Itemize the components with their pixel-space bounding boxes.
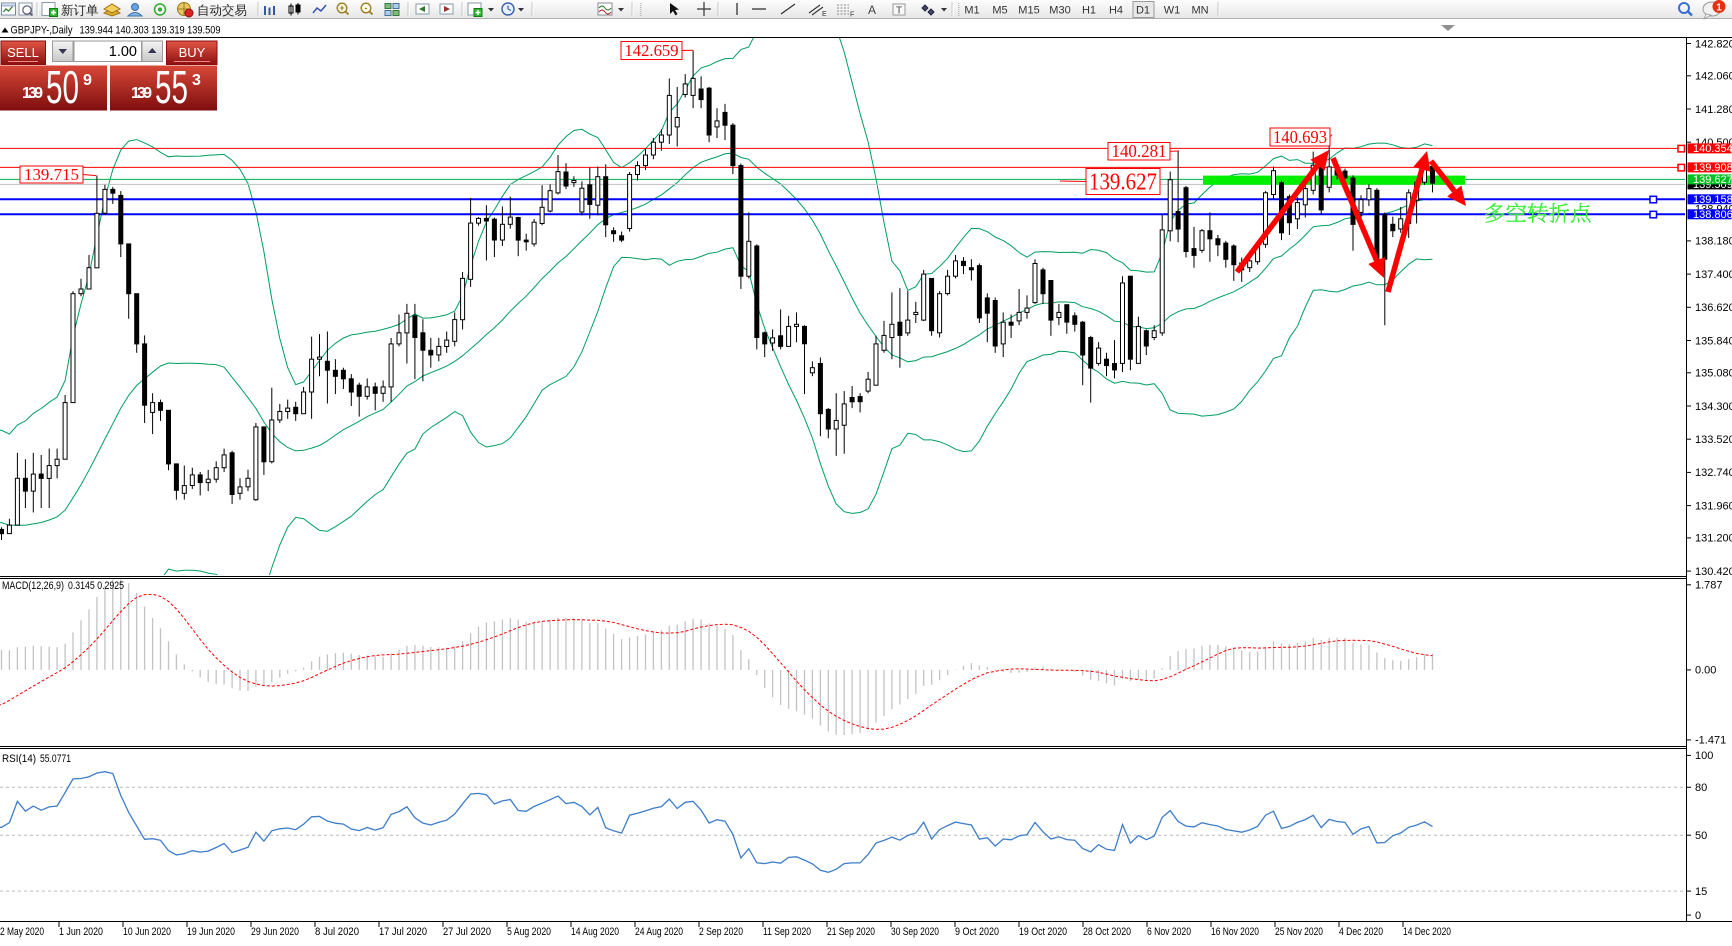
- svg-text:0.00: 0.00: [1695, 665, 1716, 677]
- svg-text:130.420: 130.420: [1695, 566, 1732, 578]
- svg-text:136.620: 136.620: [1695, 302, 1732, 314]
- svg-text:19 Jun 2020: 19 Jun 2020: [187, 926, 235, 938]
- svg-text:142.060: 142.060: [1695, 71, 1732, 83]
- svg-text:28 Oct 2020: 28 Oct 2020: [1083, 926, 1131, 938]
- svg-text:0.3145 0.2925: 0.3145 0.2925: [68, 580, 124, 592]
- svg-text:140.354: 140.354: [1693, 143, 1732, 155]
- svg-text:E: E: [822, 11, 827, 18]
- svg-text:W1: W1: [1164, 5, 1181, 17]
- svg-text:10 Jun 2020: 10 Jun 2020: [123, 926, 171, 938]
- svg-text:H4: H4: [1109, 5, 1123, 17]
- svg-text:2 Sep 2020: 2 Sep 2020: [699, 926, 743, 938]
- svg-text:MN: MN: [1191, 5, 1208, 17]
- svg-text:24 Aug 2020: 24 Aug 2020: [635, 926, 683, 938]
- svg-text:15: 15: [1695, 886, 1707, 898]
- svg-text:8 Jul 2020: 8 Jul 2020: [315, 926, 359, 938]
- svg-text:19 Oct 2020: 19 Oct 2020: [1019, 926, 1067, 938]
- svg-text:131.960: 131.960: [1695, 500, 1732, 512]
- svg-text:27 Jul 2020: 27 Jul 2020: [443, 926, 491, 938]
- svg-text:2 May 2020: 2 May 2020: [0, 926, 44, 938]
- svg-text:4 Dec 2020: 4 Dec 2020: [1339, 926, 1383, 938]
- svg-text:A: A: [868, 3, 876, 17]
- svg-text:139.715: 139.715: [24, 165, 79, 184]
- svg-text:M5: M5: [992, 5, 1007, 17]
- svg-text:50: 50: [46, 61, 79, 113]
- svg-text:T: T: [896, 6, 902, 17]
- svg-text:30 Sep 2020: 30 Sep 2020: [891, 926, 939, 938]
- svg-text:132.740: 132.740: [1695, 467, 1732, 479]
- svg-text:+: +: [339, 3, 344, 13]
- svg-text:139: 139: [22, 85, 43, 102]
- svg-text:142.820: 142.820: [1695, 38, 1732, 50]
- svg-text:M1: M1: [964, 5, 979, 17]
- svg-text:140.281: 140.281: [1112, 141, 1167, 161]
- svg-text:H1: H1: [1082, 5, 1096, 17]
- svg-text:M15: M15: [1018, 5, 1039, 17]
- svg-text:-: -: [365, 3, 368, 13]
- svg-text:138.806: 138.806: [1693, 209, 1732, 221]
- svg-text:140.693: 140.693: [1273, 127, 1327, 147]
- svg-text:138.180: 138.180: [1695, 236, 1732, 248]
- svg-text:SELL: SELL: [7, 45, 39, 60]
- svg-text:55.0771: 55.0771: [40, 753, 71, 765]
- svg-text:135.080: 135.080: [1695, 368, 1732, 380]
- svg-text:139.908: 139.908: [1693, 162, 1732, 174]
- svg-text:139.627: 139.627: [1693, 174, 1732, 186]
- svg-text:0: 0: [1695, 910, 1701, 922]
- svg-text:3: 3: [192, 72, 201, 89]
- svg-text:29 Jun 2020: 29 Jun 2020: [251, 926, 299, 938]
- svg-text:1 Jun 2020: 1 Jun 2020: [59, 926, 103, 938]
- svg-text:11 Sep 2020: 11 Sep 2020: [763, 926, 811, 938]
- svg-text:-1.471: -1.471: [1695, 735, 1726, 747]
- svg-text:1.787: 1.787: [1695, 580, 1723, 592]
- svg-text:RSI(14): RSI(14): [2, 753, 36, 765]
- svg-text:137.400: 137.400: [1695, 269, 1732, 281]
- svg-text:16 Nov 2020: 16 Nov 2020: [1211, 926, 1259, 938]
- svg-text:139.158: 139.158: [1693, 194, 1732, 206]
- svg-text:80: 80: [1695, 782, 1707, 794]
- svg-text:141.280: 141.280: [1695, 104, 1732, 116]
- svg-text:139.944 140.303 139.319 139.50: 139.944 140.303 139.319 139.509: [80, 25, 221, 37]
- svg-text:M30: M30: [1049, 5, 1070, 17]
- svg-text:55: 55: [155, 61, 188, 113]
- svg-text:14 Aug 2020: 14 Aug 2020: [571, 926, 619, 938]
- svg-text:134.300: 134.300: [1695, 401, 1732, 413]
- svg-text:25 Nov 2020: 25 Nov 2020: [1275, 926, 1323, 938]
- svg-text:5 Aug 2020: 5 Aug 2020: [507, 926, 551, 938]
- svg-text:BUY: BUY: [179, 45, 206, 60]
- svg-text:1.00: 1.00: [109, 44, 137, 60]
- svg-text:6 Nov 2020: 6 Nov 2020: [1147, 926, 1191, 938]
- svg-text:139.627: 139.627: [1089, 169, 1157, 195]
- svg-text:142.659: 142.659: [625, 41, 679, 60]
- svg-text:133.520: 133.520: [1695, 434, 1732, 446]
- svg-text:MACD(12,26,9): MACD(12,26,9): [2, 580, 64, 592]
- svg-text:14 Dec 2020: 14 Dec 2020: [1403, 926, 1451, 938]
- svg-text:139: 139: [131, 85, 152, 102]
- svg-text:50: 50: [1695, 830, 1707, 842]
- svg-text:131.200: 131.200: [1695, 533, 1732, 545]
- svg-text:17 Jul 2020: 17 Jul 2020: [379, 926, 427, 938]
- svg-text:100: 100: [1695, 750, 1713, 762]
- svg-text:21 Sep 2020: 21 Sep 2020: [827, 926, 875, 938]
- svg-text:GBPJPY-,Daily: GBPJPY-,Daily: [11, 25, 73, 37]
- svg-text:D1: D1: [1136, 5, 1150, 17]
- svg-text:1: 1: [1716, 3, 1722, 14]
- svg-text:F: F: [850, 12, 854, 19]
- svg-text:9: 9: [83, 72, 92, 89]
- svg-text:9 Oct 2020: 9 Oct 2020: [955, 926, 999, 938]
- svg-text:135.840: 135.840: [1695, 335, 1732, 347]
